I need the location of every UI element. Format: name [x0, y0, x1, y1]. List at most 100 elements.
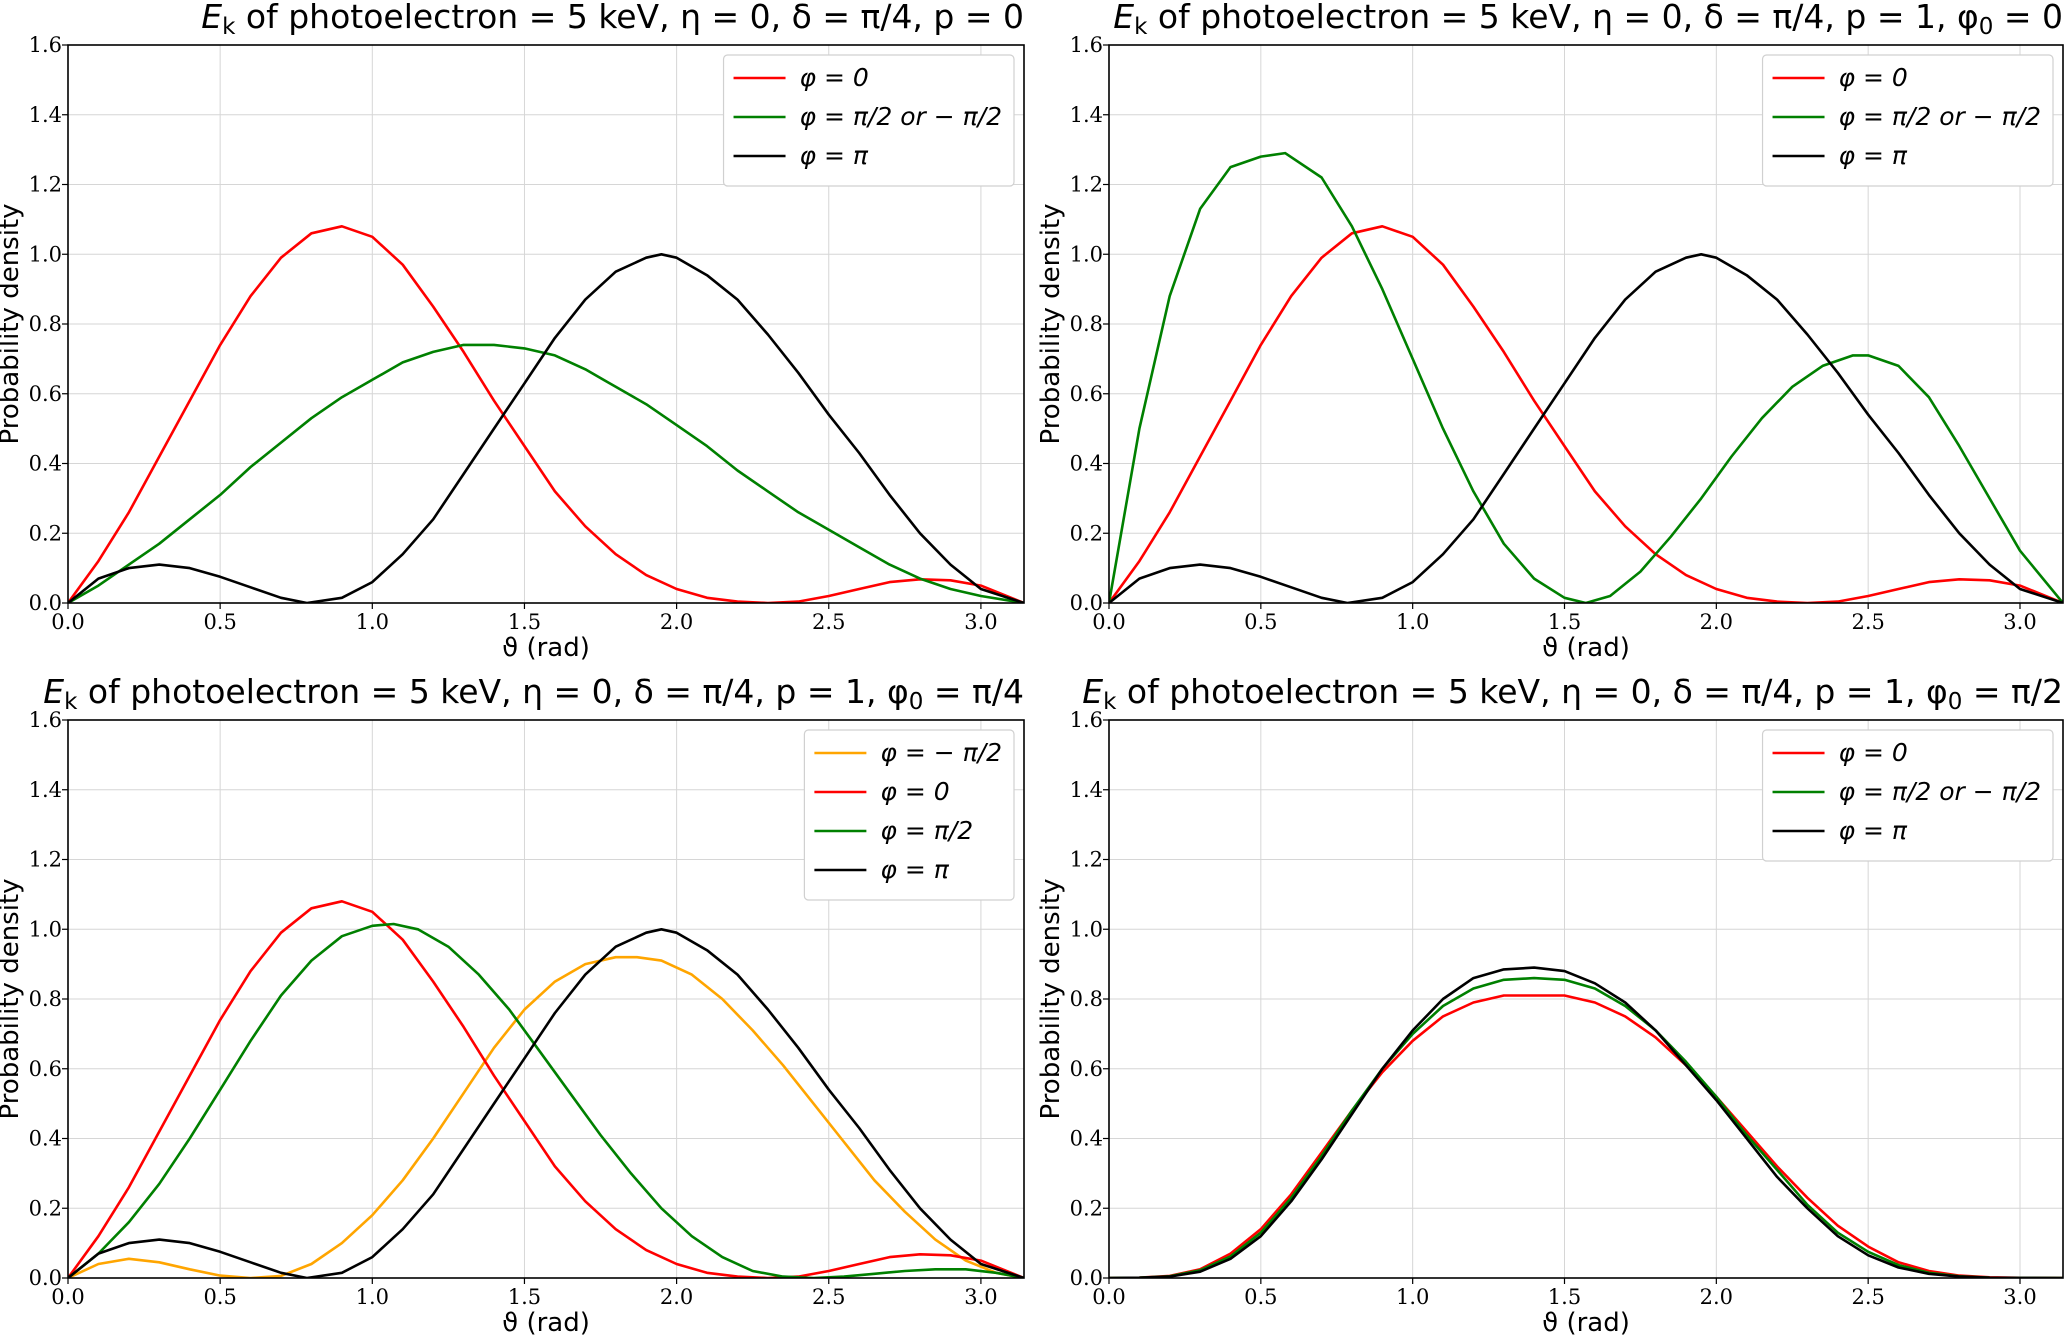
series-line-1 [1109, 976, 2063, 1278]
y-tick-label: 0.2 [29, 521, 62, 545]
chart-title: Ek of photoelectron = 5 keV, η = 0, δ = … [201, 0, 1024, 40]
series-line-1 [1109, 151, 2063, 603]
legend-entry-label: φ = 0 [800, 63, 869, 92]
series-line-2 [1109, 966, 2063, 1278]
chart-panel-top-left: 0.0 0.5 1.0 1.5 2.0 2.5 3.0 0.0 0.2 0.4 0.6 0.8 1.0 1… [0, 0, 1025, 663]
y-tick-label: 1.2 [1070, 173, 1103, 197]
legend-entry-label: φ = π/2 or − π/2 [800, 102, 1002, 131]
legend-entry-label: φ = π/2 [880, 816, 973, 845]
y-tick-label: 0.4 [29, 1127, 62, 1151]
x-tick-label: 0.5 [1244, 610, 1277, 634]
chart-panel-bottom-left: 0.0 0.5 1.0 1.5 2.0 2.5 3.0 0.0 0.2 0.4 0.6 0.8 1.0 1… [0, 672, 1025, 1337]
x-tick-label: 0.5 [203, 610, 236, 634]
legend-entry-label: φ = 0 [1839, 63, 1908, 92]
x-tick-label: 1.5 [508, 610, 541, 634]
series-line-3 [68, 927, 1024, 1278]
y-tick-label: 1.0 [1070, 242, 1103, 266]
x-tick-label: 1.5 [1548, 610, 1581, 634]
x-axis-label: ϑ (rad) [1542, 1308, 1630, 1337]
x-tick-label: 3.0 [964, 1285, 997, 1309]
legend-box [803, 729, 1015, 901]
legend-entry-label: φ = 0 [880, 777, 949, 806]
y-tick-label: 1.2 [1070, 848, 1103, 872]
series-line-1 [68, 343, 1024, 603]
x-tick-label: 1.5 [508, 1285, 541, 1309]
y-tick-label: 1.0 [29, 917, 62, 941]
x-tick-label: 1.0 [1396, 1285, 1429, 1309]
x-tick-label: 1.0 [356, 1285, 389, 1309]
y-axis-label: Probability density [0, 203, 25, 444]
chart-panel-bottom-right: 0.0 0.5 1.0 1.5 2.0 2.5 3.0 0.0 0.2 0.4 0.6 0.8 1.0 1… [1036, 672, 2064, 1337]
y-tick-label: 0.8 [29, 987, 62, 1011]
y-tick-label: 0.2 [1070, 521, 1103, 545]
x-tick-label: 2.0 [660, 1285, 693, 1309]
y-tick-label: 0.8 [1070, 987, 1103, 1011]
legend-entry-label: φ = π [880, 855, 949, 884]
series-line-2 [1109, 253, 2063, 603]
y-tick-label: 0.0 [1070, 591, 1103, 615]
x-tick-label: 2.5 [1851, 610, 1884, 634]
series-line-0 [68, 225, 1024, 603]
y-tick-label: 1.6 [29, 33, 62, 57]
x-tick-label: 2.0 [660, 610, 693, 634]
chart-panel-top-right: 0.0 0.5 1.0 1.5 2.0 2.5 3.0 0.0 0.2 0.4 0.6 0.8 1.0 1… [1036, 0, 2064, 663]
x-tick-label: 3.0 [964, 610, 997, 634]
legend-entry-label: φ = π [1839, 141, 1908, 170]
plot-frame [67, 719, 1025, 1279]
y-tick-label: 1.4 [29, 103, 62, 127]
plot-frame [67, 44, 1025, 604]
x-axis-label: ϑ (rad) [1542, 633, 1630, 663]
series-line-2 [68, 922, 1024, 1278]
y-tick-label: 0.2 [29, 1196, 62, 1220]
y-tick-label: 1.6 [1070, 33, 1103, 57]
series-line-1 [68, 899, 1024, 1278]
legend-entry-label: φ = 0 [1839, 738, 1908, 767]
y-axis-label: Probability density [1036, 878, 1066, 1119]
legend: φ = 0 φ = π/2 or − π/2 φ = π [1761, 54, 2054, 187]
y-tick-label: 1.0 [29, 242, 62, 266]
y-tick-label: 0.4 [29, 452, 62, 476]
y-tick-label: 1.6 [1070, 708, 1103, 732]
series-line-0 [68, 955, 1024, 1278]
x-tick-label: 1.0 [356, 610, 389, 634]
chart-title: Ek of photoelectron = 5 keV, η = 0, δ = … [1113, 0, 2063, 40]
y-tick-label: 1.4 [29, 778, 62, 802]
plot-frame [1108, 719, 2064, 1279]
legend-entry-label: φ = π/2 or − π/2 [1839, 777, 2041, 806]
y-tick-label: 0.6 [29, 382, 62, 406]
legend-entry-label: φ = π [800, 141, 869, 170]
chart-title: Ek of photoelectron = 5 keV, η = 0, δ = … [1082, 672, 2063, 715]
y-tick-label: 0.4 [1070, 452, 1103, 476]
series-line-0 [1109, 994, 2063, 1278]
x-tick-label: 0.0 [51, 610, 84, 634]
y-tick-label: 1.4 [1070, 778, 1103, 802]
x-tick-label: 2.0 [1700, 1285, 1733, 1309]
legend: φ = − π/2 φ = 0 φ = π/2 φ = π [803, 729, 1015, 901]
y-tick-label: 0.0 [29, 1266, 62, 1290]
y-tick-label: 1.4 [1070, 103, 1103, 127]
y-tick-label: 1.2 [29, 848, 62, 872]
x-tick-label: 1.5 [1548, 1285, 1581, 1309]
x-axis-label: ϑ (rad) [502, 633, 590, 663]
x-tick-label: 2.0 [1700, 610, 1733, 634]
y-axis-label: Probability density [0, 878, 25, 1119]
y-tick-label: 0.0 [1070, 1266, 1103, 1290]
y-tick-label: 0.6 [29, 1057, 62, 1081]
y-tick-label: 1.0 [1070, 917, 1103, 941]
y-tick-label: 0.8 [29, 312, 62, 336]
x-tick-label: 0.5 [203, 1285, 236, 1309]
series-line-0 [1109, 225, 2063, 603]
legend-entry-label: φ = − π/2 [880, 738, 1002, 767]
x-tick-label: 3.0 [2003, 1285, 2036, 1309]
x-tick-label: 0.0 [1092, 610, 1125, 634]
x-tick-label: 2.5 [812, 610, 845, 634]
legend-box [722, 54, 1015, 187]
y-tick-label: 0.6 [1070, 1057, 1103, 1081]
y-tick-label: 0.6 [1070, 382, 1103, 406]
series-line-2 [68, 253, 1024, 603]
legend: φ = 0 φ = π/2 or − π/2 φ = π [722, 54, 1015, 187]
x-tick-label: 1.0 [1396, 610, 1429, 634]
plot-frame [1108, 44, 2064, 604]
legend-entry-label: φ = π/2 or − π/2 [1839, 102, 2041, 131]
